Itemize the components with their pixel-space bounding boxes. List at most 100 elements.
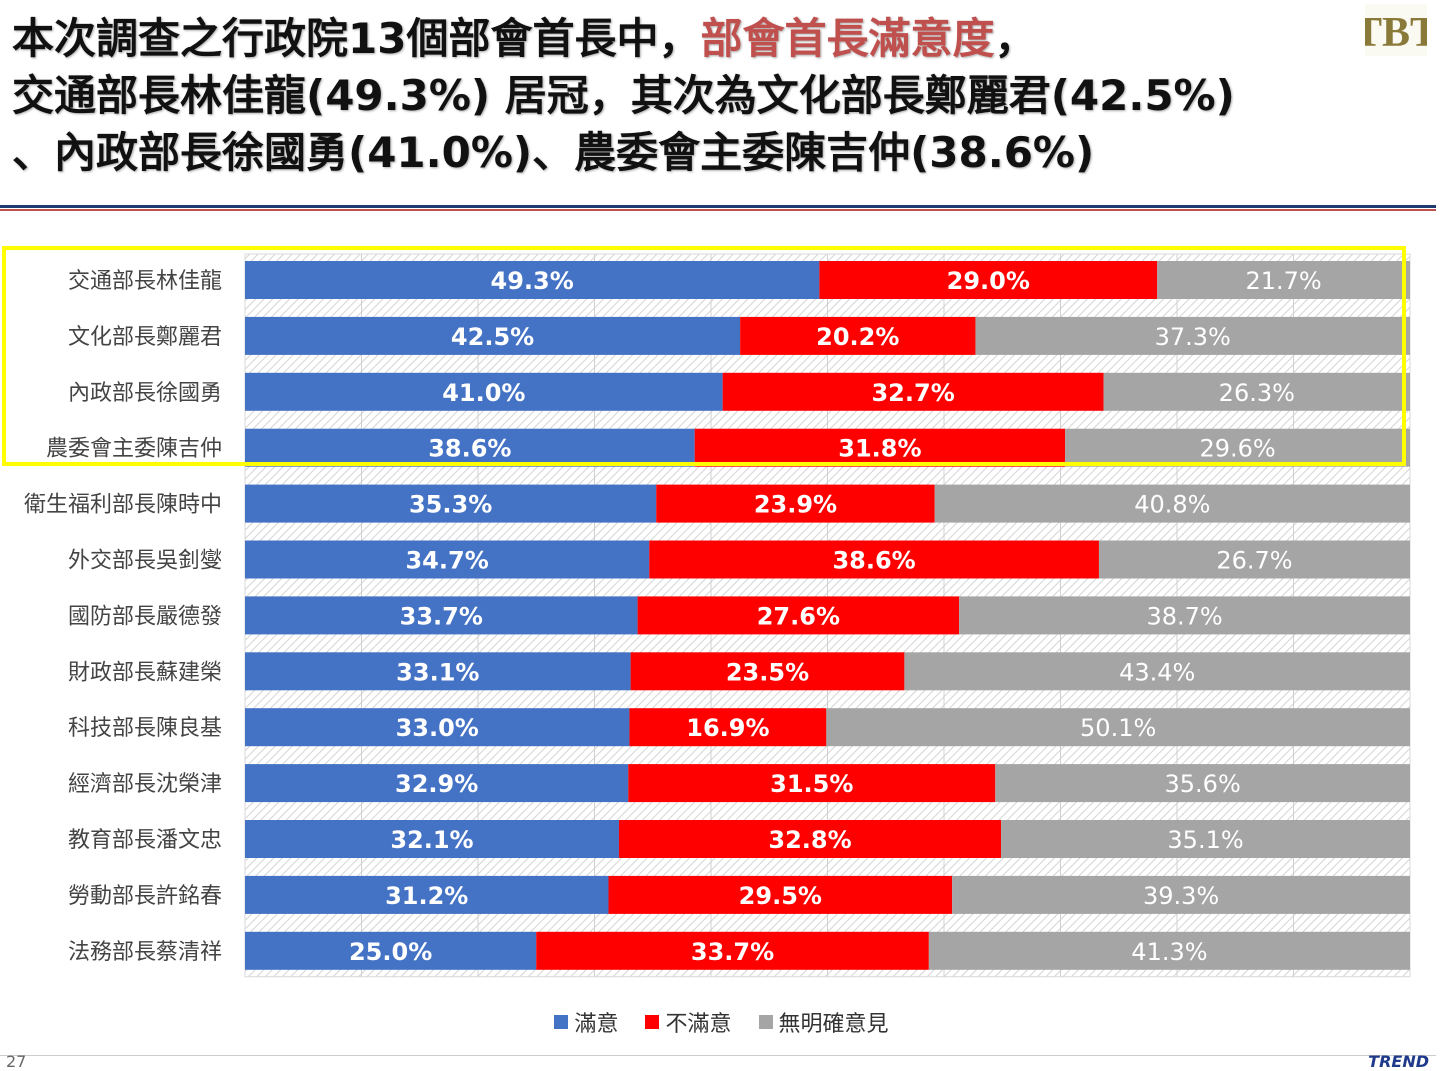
bar-row: 交通部長林佳龍 49.3% 29.0% 21.7% xyxy=(68,261,1410,299)
data-label-satisfied: 33.0% xyxy=(396,714,479,742)
data-label-satisfied: 38.6% xyxy=(428,435,511,463)
data-label-unsatisfied: 31.5% xyxy=(770,770,853,798)
legend-swatch-unsatisfied xyxy=(645,1015,660,1029)
bar-satisfied xyxy=(245,428,695,467)
category-label: 內政部長徐國勇 xyxy=(68,381,222,406)
header-rule-blue xyxy=(0,205,1436,208)
page-number: 27 xyxy=(6,1052,27,1071)
data-label-no-opinion: 29.6% xyxy=(1199,435,1275,463)
bar-unsatisfied xyxy=(630,652,905,691)
data-label-satisfied: 32.1% xyxy=(390,826,473,854)
legend-item-no-opinion: 無明確意見 xyxy=(758,1006,889,1038)
data-label-no-opinion: 39.3% xyxy=(1143,882,1219,910)
bar-unsatisfied xyxy=(608,875,953,914)
category-label: 衛生福利部長陳時中 xyxy=(24,493,222,518)
data-label-unsatisfied: 32.8% xyxy=(768,826,851,854)
legend-swatch-no-opinion xyxy=(758,1015,773,1029)
stacked-bar-chart: 交通部長林佳龍 49.3% 29.0% 21.7% 文化部長鄭麗君 42.5% 20.2% 3… xyxy=(24,253,1411,978)
bar-unsatisfied xyxy=(740,316,976,355)
data-label-satisfied: 33.1% xyxy=(396,658,479,686)
data-label-satisfied: 34.7% xyxy=(405,547,488,575)
bar-row: 勞動部長許銘春 31.2% 29.5% 39.3% xyxy=(68,875,1410,914)
data-label-unsatisfied: 32.7% xyxy=(871,379,954,407)
data-label-unsatisfied: 23.5% xyxy=(726,658,809,686)
bar-unsatisfied xyxy=(694,428,1066,467)
bar-no-opinion xyxy=(952,875,1410,914)
category-label: 農委會主委陳吉仲 xyxy=(46,437,222,462)
bar-satisfied xyxy=(245,708,630,747)
legend-label-unsatisfied: 不滿意 xyxy=(665,1012,732,1037)
category-label: 交通部長林佳龍 xyxy=(68,269,222,294)
data-label-no-opinion: 43.4% xyxy=(1119,658,1195,686)
data-label-unsatisfied: 20.2% xyxy=(816,323,899,351)
bar-satisfied xyxy=(245,652,631,691)
bar-no-opinion xyxy=(826,708,1410,747)
bar-row: 農委會主委陳吉仲 38.6% 31.8% 29.6% xyxy=(46,428,1410,467)
data-label-no-opinion: 21.7% xyxy=(1245,267,1321,295)
bar-row: 外交部長吳釗燮 34.7% 38.6% 26.7% xyxy=(68,540,1410,579)
data-label-no-opinion: 35.1% xyxy=(1167,826,1243,854)
bar-no-opinion xyxy=(1098,540,1410,579)
data-label-no-opinion: 40.8% xyxy=(1134,491,1210,519)
data-label-no-opinion: 26.3% xyxy=(1219,379,1295,407)
category-label: 勞動部長許銘春 xyxy=(68,884,222,909)
bar-unsatisfied xyxy=(819,261,1158,299)
bar-no-opinion xyxy=(928,931,1410,970)
bar-unsatisfied xyxy=(628,764,996,803)
data-label-satisfied: 31.2% xyxy=(385,882,468,910)
bar-row: 法務部長蔡清祥 25.0% 33.7% 41.3% xyxy=(68,931,1410,970)
bar-unsatisfied xyxy=(629,708,827,747)
data-label-satisfied: 33.7% xyxy=(400,602,483,630)
bar-no-opinion xyxy=(959,596,1410,635)
legend-label-no-opinion: 無明確意見 xyxy=(778,1012,889,1037)
bar-no-opinion xyxy=(995,764,1410,803)
data-label-no-opinion: 50.1% xyxy=(1080,714,1156,742)
bar-satisfied xyxy=(245,931,537,970)
data-label-unsatisfied: 16.9% xyxy=(686,714,769,742)
data-label-satisfied: 32.9% xyxy=(395,770,478,798)
category-label: 財政部長蘇建榮 xyxy=(68,660,222,685)
bar-satisfied xyxy=(245,820,619,858)
bar-row: 教育部長潘文忠 32.1% 32.8% 35.1% xyxy=(68,820,1410,858)
bar-row: 內政部長徐國勇 41.0% 32.7% 26.3% xyxy=(68,372,1410,411)
bar-satisfied xyxy=(245,372,723,411)
bar-row: 科技部長陳良基 33.0% 16.9% 50.1% xyxy=(68,708,1410,747)
bar-unsatisfied xyxy=(637,596,960,635)
chart-rows: 交通部長林佳龍 49.3% 29.0% 21.7% 文化部長鄭麗君 42.5% 20.2% 3… xyxy=(24,261,1410,970)
bar-satisfied xyxy=(245,484,657,523)
legend-label-satisfied: 滿意 xyxy=(574,1012,619,1037)
bar-row: 國防部長嚴德發 33.7% 27.6% 38.7% xyxy=(68,596,1410,635)
bar-row: 文化部長鄭麗君 42.5% 20.2% 37.3% xyxy=(68,316,1410,355)
footer-brand-logo: TREND xyxy=(1368,1052,1429,1071)
data-label-unsatisfied: 38.6% xyxy=(832,547,915,575)
bar-no-opinion xyxy=(1103,372,1410,411)
data-label-no-opinion: 37.3% xyxy=(1155,323,1231,351)
title-line-1-c: ， xyxy=(994,14,1037,63)
bar-unsatisfied xyxy=(536,931,929,970)
bar-satisfied xyxy=(245,261,820,299)
header-rule-red xyxy=(0,209,1436,211)
data-label-unsatisfied: 23.9% xyxy=(754,491,837,519)
category-label: 文化部長鄭麗君 xyxy=(68,325,222,350)
bar-row: 經濟部長沈榮津 32.9% 31.5% 35.6% xyxy=(68,764,1410,803)
data-label-satisfied: 41.0% xyxy=(442,379,525,407)
category-label: 國防部長嚴德發 xyxy=(68,604,222,629)
bar-unsatisfied xyxy=(656,484,935,523)
bar-no-opinion xyxy=(1065,428,1410,467)
title-line-1-a: 本次調查之行政院13個部會首長中， xyxy=(12,14,701,63)
logo-text: TBT xyxy=(1365,10,1427,56)
title-line-1: 本次調查之行政院13個部會首長中，部會首長滿意度， xyxy=(12,10,1342,67)
data-label-unsatisfied: 29.0% xyxy=(947,267,1030,295)
tbt-logo: TBT xyxy=(1365,4,1427,56)
legend-swatch-satisfied xyxy=(554,1015,569,1029)
bar-unsatisfied xyxy=(649,540,1099,579)
data-label-satisfied: 25.0% xyxy=(349,938,432,966)
legend-item-satisfied: 滿意 xyxy=(554,1006,618,1038)
bar-satisfied xyxy=(245,316,741,355)
bar-satisfied xyxy=(245,596,638,635)
category-label: 法務部長蔡清祥 xyxy=(68,940,222,965)
title-line-3: 、內政部長徐國勇(41.0%)、農委會主委陳吉仲(38.6%) xyxy=(12,128,1095,177)
data-label-unsatisfied: 33.7% xyxy=(691,938,774,966)
category-label: 經濟部長沈榮津 xyxy=(68,772,222,797)
bar-no-opinion xyxy=(975,316,1410,355)
